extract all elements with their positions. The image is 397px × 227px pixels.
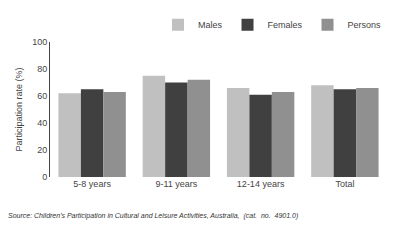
- svg-text:Total: Total: [335, 179, 354, 189]
- svg-text:0: 0: [42, 172, 47, 182]
- svg-text:100: 100: [32, 37, 47, 47]
- svg-text:Participation rate (%): Participation rate (%): [14, 67, 24, 151]
- svg-text:5-8 years: 5-8 years: [73, 179, 111, 189]
- svg-text:12-14 years: 12-14 years: [237, 179, 285, 189]
- svg-text:Source: Children's Participati: Source: Children's Participation in Cult…: [8, 212, 298, 220]
- svg-text:Females: Females: [268, 20, 303, 30]
- svg-text:60: 60: [37, 91, 47, 101]
- svg-text:20: 20: [37, 145, 47, 155]
- svg-text:Persons: Persons: [348, 20, 382, 30]
- svg-text:9-11 years: 9-11 years: [155, 179, 197, 189]
- svg-text:Males: Males: [198, 20, 223, 30]
- svg-text:40: 40: [37, 118, 47, 128]
- svg-text:80: 80: [37, 64, 47, 74]
